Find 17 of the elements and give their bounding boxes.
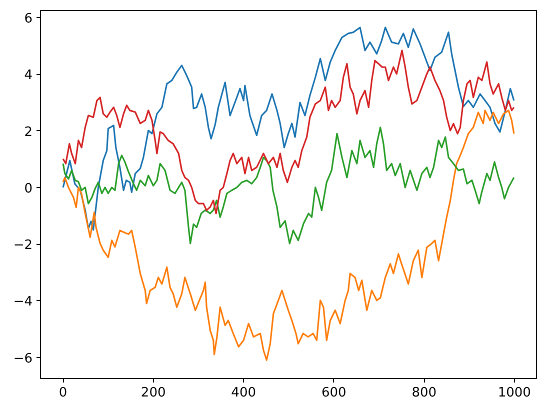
line-series xyxy=(62,126,515,244)
y-tick-label: −6 xyxy=(13,351,33,366)
x-tick-label: 400 xyxy=(231,386,256,400)
x-tick-label: 800 xyxy=(412,386,437,400)
line-series xyxy=(62,50,515,214)
line-series xyxy=(62,26,515,231)
y-tick-label: 4 xyxy=(24,68,33,84)
x-tick-label: 600 xyxy=(321,386,346,400)
y-tick-label: 2 xyxy=(24,124,33,140)
y-tick-label: −2 xyxy=(13,238,33,254)
x-tick-label: 200 xyxy=(140,386,166,400)
x-tick-label: 0 xyxy=(58,386,68,400)
y-tick-label: −4 xyxy=(13,294,33,310)
y-tick-label: 0 xyxy=(24,181,33,196)
y-tick-label: 6 xyxy=(24,12,33,27)
line-series xyxy=(62,110,515,361)
x-tick-label: 1000 xyxy=(498,386,531,400)
